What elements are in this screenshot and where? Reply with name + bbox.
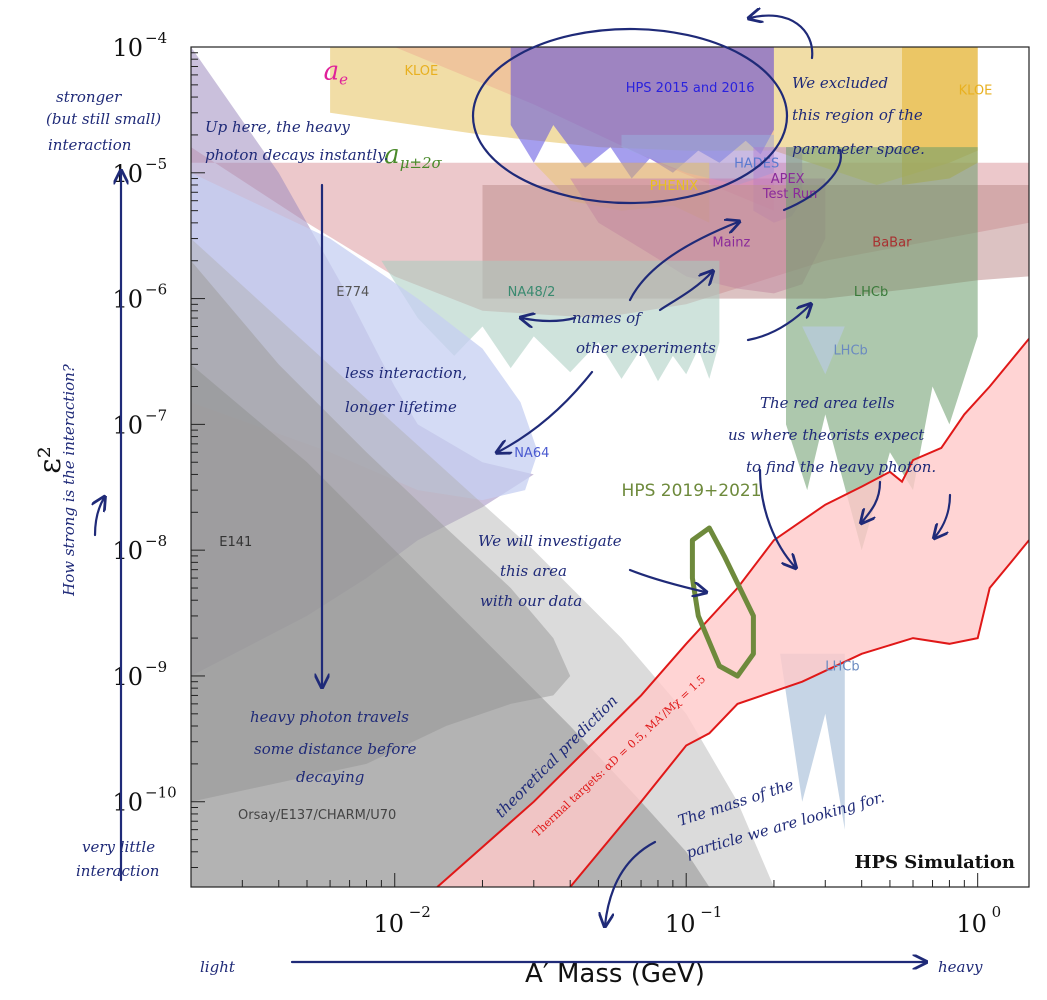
y-tick-exponent: −8: [145, 532, 167, 550]
note-up-here: Up here, the heavy: [205, 118, 350, 136]
red-arrow-2: [862, 480, 882, 522]
region-label-apex-2: Test Run: [762, 187, 818, 202]
x-axis-label: A′ Mass (GeV): [525, 959, 705, 989]
hps-projection-label: HPS 2019+2021: [622, 481, 762, 501]
region-label-e774: E774: [336, 285, 369, 300]
y-tick-exponent: −4: [145, 29, 167, 47]
y-tick-exponent: −6: [145, 281, 167, 299]
note-less: less interaction,: [345, 364, 467, 382]
y-question-arrow: [95, 498, 104, 537]
investigate-arrow: [628, 568, 705, 592]
red-arrow-1: [758, 468, 795, 567]
note-excluded-3: parameter space.: [792, 140, 925, 158]
handwritten-annotations: [95, 16, 952, 962]
note-investigate-2: this area: [500, 562, 567, 580]
x-tick-label: 10: [956, 910, 987, 938]
y-tick-label: 10: [112, 411, 143, 439]
region-label-e141: E141: [219, 535, 252, 550]
y-tick-label: 10: [112, 663, 143, 691]
y-tick-label: 10: [112, 789, 143, 817]
y-tick-label: 10: [112, 286, 143, 314]
y-tick-exponent: −9: [145, 658, 167, 676]
x-tick-label: 10: [665, 910, 696, 938]
red-arrow-3: [935, 493, 952, 537]
note-names-2: other experiments: [576, 339, 716, 357]
thermal-band-fill: [437, 338, 1029, 887]
note-stronger-3: interaction: [48, 136, 131, 154]
note-names: names of: [572, 309, 643, 327]
note-red: The red area tells: [760, 394, 895, 412]
x-axis: 10 −2 10 −1 10 0: [190, 873, 1002, 938]
corner-label: HPS Simulation: [854, 852, 1015, 873]
note-light: light: [200, 958, 236, 976]
thermal-band: [436, 338, 1029, 887]
note-travel-2: some distance before: [254, 740, 417, 758]
region-label-amu: aμ±2σ: [384, 140, 442, 172]
y-tick-label: 10: [112, 34, 143, 62]
excluded-arrow: [750, 16, 814, 60]
excluded-pointer: [782, 148, 842, 212]
note-stronger: stronger: [56, 88, 122, 106]
note-excluded-2: this region of the: [792, 106, 923, 124]
note-travel-3: decaying: [296, 768, 364, 786]
y-tick-exponent: −7: [145, 406, 167, 424]
region-label-lhcb-low: LHCb: [825, 660, 859, 675]
note-red-2: us where theorists expect: [728, 426, 925, 444]
excluded-regions: [191, 47, 1029, 887]
region-label-hades: HADES: [734, 157, 779, 172]
region-label-orsay-e137-charm-u70: Orsay/E137/CHARM/U70: [238, 808, 396, 823]
hps-projection-contour: [689, 525, 756, 679]
note-travel: heavy photon travels: [250, 708, 409, 726]
region-label-hps2015: HPS 2015 and 2016: [626, 81, 755, 96]
thermal-band-lower: [569, 539, 1029, 887]
region-lhcb-low: [780, 653, 845, 830]
x-tick-exponent: −1: [700, 903, 722, 921]
y-axis-label: ε²: [33, 446, 68, 474]
y-tick-label: 10: [112, 537, 143, 565]
y-tick-label: 10: [112, 160, 143, 188]
names-arrow-down: [498, 370, 594, 452]
region-label-babar: BaBar: [872, 235, 912, 250]
note-little-2: interaction: [76, 862, 159, 880]
region-label-lhcb-mid: LHCb: [833, 343, 867, 358]
note-up-here-2: photon decays instantly.: [205, 146, 388, 164]
region-label-apex: APEX: [771, 172, 805, 187]
mass-arrow: [605, 840, 657, 925]
region-lhcb: [786, 147, 978, 551]
note-excluded: We excluded: [792, 74, 888, 92]
note-investigate-3: with our data: [480, 592, 582, 610]
hps-projection: [689, 525, 756, 679]
note-less-2: longer lifetime: [345, 398, 457, 416]
names-arrow-mid: [658, 272, 712, 312]
hps-excluded-circle: [471, 27, 789, 205]
x-tick-label: 10: [373, 910, 404, 938]
x-tick-exponent: 0: [992, 903, 1002, 921]
region-label-na48-2: NA48/2: [508, 285, 556, 300]
names-arrow-left: [522, 318, 577, 321]
y-axis: 10−410−510−610−710−810−910−10: [112, 29, 205, 869]
y-tick-exponent: −10: [145, 784, 177, 802]
region-label-phenix: PHENIX: [650, 179, 698, 194]
region-hades: [621, 134, 774, 185]
region-label-lhcb: LHCb: [854, 285, 888, 300]
region-label-kloe: KLOE: [404, 64, 438, 79]
names-arrow-right: [746, 305, 810, 342]
note-y-question: How strong is the interaction?: [60, 363, 78, 597]
region-label-kloe-right: KLOE: [959, 83, 993, 98]
region-lhcb-mid: [802, 326, 845, 375]
note-stronger-2: (but still small): [46, 110, 161, 128]
names-arrow-up: [628, 222, 738, 302]
note-investigate: We will investigate: [478, 532, 622, 550]
y-tick-exponent: −5: [145, 155, 167, 173]
region-label-na64: NA64: [514, 446, 549, 461]
note-heavy: heavy: [938, 958, 983, 976]
plot-frame: [190, 46, 1030, 888]
note-little: very little: [82, 838, 155, 856]
region-label-mainz: Mainz: [712, 235, 750, 250]
note-red-3: to find the heavy photon.: [746, 458, 936, 476]
thermal-band-upper: [436, 338, 1029, 887]
x-tick-exponent: −2: [409, 903, 431, 921]
